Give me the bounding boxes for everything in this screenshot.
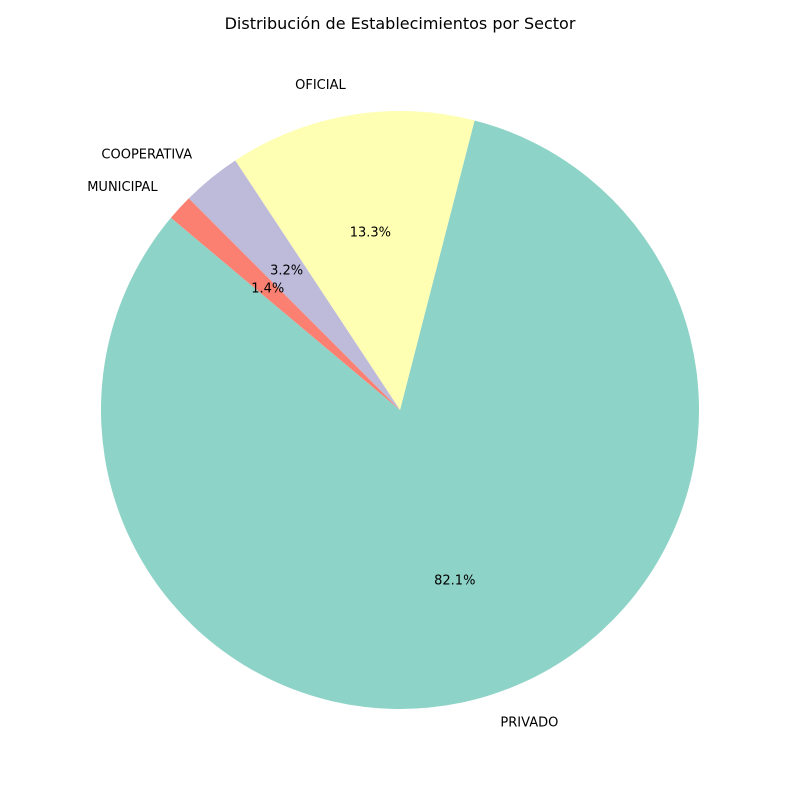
- slice-percent-oficial: 13.3%: [350, 226, 391, 241]
- pie-slice-cooperativa: [188, 160, 400, 410]
- slice-label-oficial: OFICIAL: [295, 78, 346, 93]
- slice-label-cooperativa: COOPERATIVA: [101, 148, 192, 163]
- slice-label-privado: PRIVADO: [500, 716, 558, 731]
- slice-percent-cooperativa: 3.2%: [270, 263, 303, 278]
- chart-title: Distribución de Establecimientos por Sec…: [225, 14, 576, 33]
- slice-percent-privado: 82.1%: [434, 573, 475, 588]
- pie-slice-privado: [101, 120, 699, 709]
- pie-slices: [101, 110, 699, 709]
- pie-slice-municipal: [170, 198, 400, 410]
- pie-slice-oficial: [235, 110, 475, 410]
- slice-label-municipal: MUNICIPAL: [87, 180, 158, 195]
- slice-percent-municipal: 1.4%: [251, 281, 284, 296]
- pie-labels: PRIVADO 82.1% OFICIAL 13.3% COOPERATIVA 3.2% M…: [87, 78, 558, 731]
